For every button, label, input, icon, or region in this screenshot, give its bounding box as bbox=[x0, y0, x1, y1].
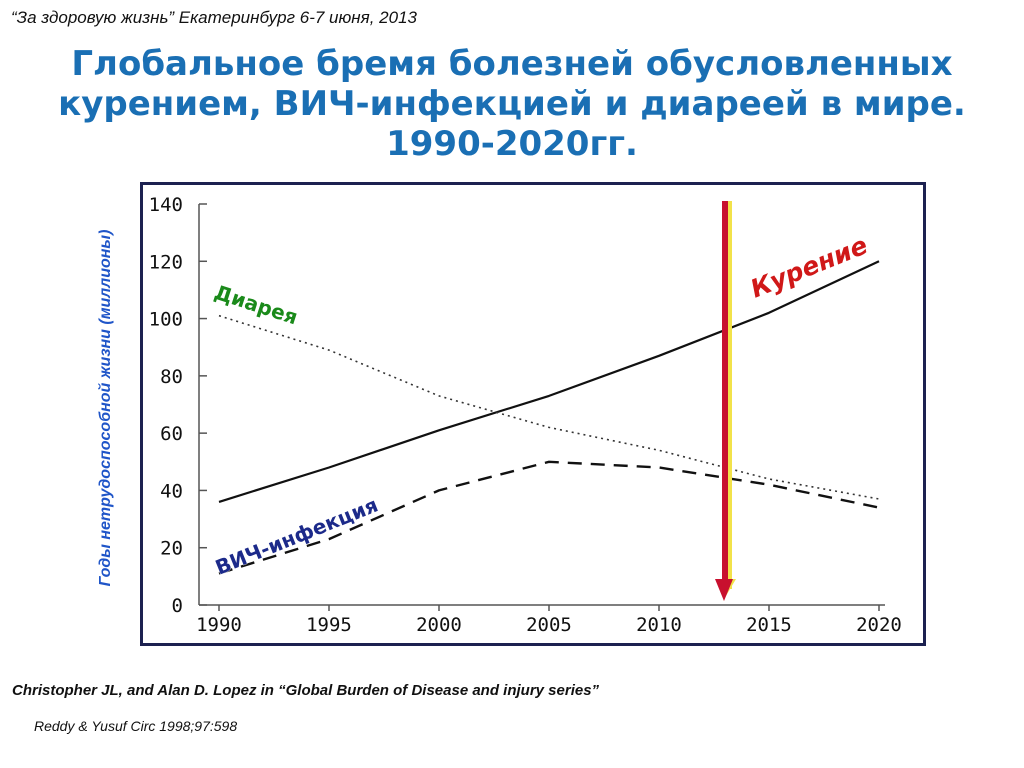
x-tick-label: 2010 bbox=[636, 614, 682, 636]
marker-arrow-shaft bbox=[722, 201, 728, 589]
series-labels: Курение Диарея ВИЧ-инфекция bbox=[211, 230, 872, 580]
chart-frame: 0 20 40 60 80 100 120 140 1990 1995 2000 2005 2010 20… bbox=[140, 182, 926, 646]
year-marker bbox=[715, 201, 736, 601]
axes: 0 20 40 60 80 100 120 140 1990 1995 2000 2005 2010 20… bbox=[149, 194, 902, 636]
series-label-0: Курение bbox=[746, 230, 871, 303]
y-axis-label: Годы нетрудоспособной жизни (миллионы) bbox=[97, 229, 114, 587]
y-tick-label: 40 bbox=[160, 480, 183, 502]
series-line-0 bbox=[218, 260, 880, 503]
series-label-1: Диарея bbox=[211, 280, 300, 329]
source-reference: Reddy & Yusuf Circ 1998;97:598 bbox=[34, 718, 238, 734]
slide-title: Глобальное бремя болезней обусловленных … bbox=[20, 44, 1004, 164]
y-tick-label: 120 bbox=[149, 251, 183, 273]
event-header: “За здоровую жизнь” Екатеринбург 6-7 июн… bbox=[11, 8, 417, 27]
series-line-2 bbox=[218, 460, 880, 575]
marker-arrow-edge bbox=[728, 201, 732, 589]
y-tick-label: 0 bbox=[172, 595, 183, 617]
x-tick-label: 1995 bbox=[306, 614, 352, 636]
title-line-2: курением, ВИЧ-инфекцией и диареей в мире… bbox=[58, 84, 966, 124]
title-line-3: 1990-2020гг. bbox=[386, 124, 638, 164]
series-line-1 bbox=[218, 314, 880, 500]
y-tick-label: 100 bbox=[149, 309, 183, 331]
x-tick-label: 2000 bbox=[416, 614, 462, 636]
y-tick-label: 140 bbox=[149, 194, 183, 216]
x-tick-label: 2020 bbox=[856, 614, 902, 636]
y-tick-label: 60 bbox=[160, 423, 183, 445]
y-tick-label: 20 bbox=[160, 538, 183, 560]
y-tick-label: 80 bbox=[160, 366, 183, 388]
x-tick-label: 2015 bbox=[746, 614, 792, 636]
series-label-2: ВИЧ-инфекция bbox=[212, 493, 381, 580]
series-lines bbox=[218, 260, 880, 575]
line-chart: 0 20 40 60 80 100 120 140 1990 1995 2000 2005 2010 20… bbox=[149, 194, 902, 636]
x-tick-label: 2005 bbox=[526, 614, 572, 636]
source-citation: Christopher JL, and Alan D. Lopez in “Gl… bbox=[12, 682, 600, 699]
marker-arrow-head bbox=[715, 579, 733, 601]
title-line-1: Глобальное бремя болезней обусловленных bbox=[71, 44, 953, 84]
x-tick-label: 1990 bbox=[196, 614, 242, 636]
